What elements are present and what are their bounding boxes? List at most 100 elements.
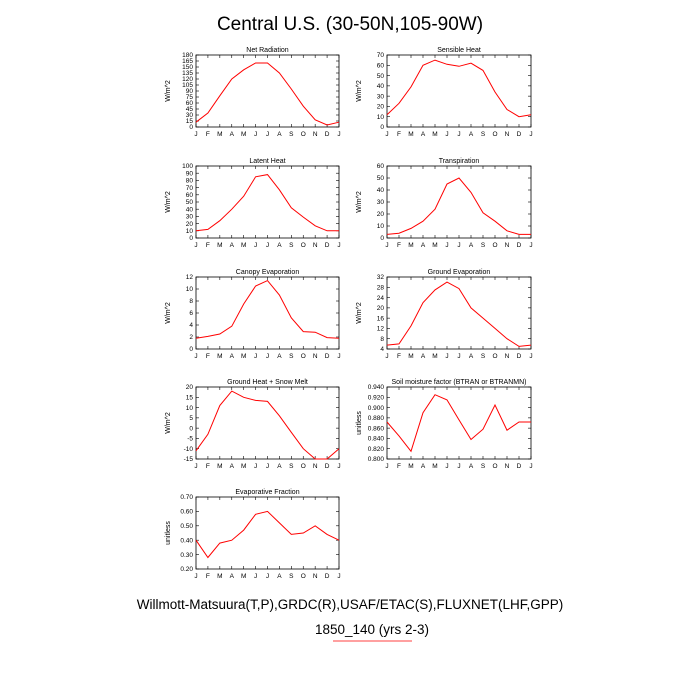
x-tick-label: F	[206, 353, 210, 360]
x-tick-label: A	[421, 353, 426, 360]
y-tick-label: 0.60	[180, 509, 193, 516]
x-tick-label: J	[337, 353, 340, 360]
series-line	[195, 174, 339, 232]
y-tick-label: 5	[189, 415, 193, 422]
panel-title: Evaporative Fraction	[235, 489, 299, 496]
panel-title: Net Radiation	[246, 47, 289, 54]
x-tick-label: F	[206, 463, 210, 470]
y-tick-label: 20	[377, 211, 385, 218]
panel-title: Transpiration	[439, 158, 480, 165]
y-tick-label: 150	[182, 64, 193, 71]
x-tick-label: N	[505, 242, 510, 249]
x-tick-label: J	[266, 242, 269, 249]
x-tick-label: O	[301, 353, 306, 360]
series-line	[195, 510, 340, 559]
panel-title: Sensible Heat	[437, 47, 481, 54]
x-tick-label: A	[277, 463, 282, 470]
x-tick-label: J	[266, 353, 269, 360]
x-tick-label: N	[313, 353, 318, 360]
panel-title: Latent Heat	[249, 158, 285, 165]
y-tick-label: 0	[189, 346, 193, 353]
x-tick-label: S	[289, 463, 294, 470]
y-tick-label: 0.880	[368, 415, 385, 422]
x-tick-label: J	[385, 242, 388, 249]
y-tick-label: 10	[186, 286, 194, 293]
y-tick-label: 0.900	[368, 405, 385, 412]
series-line	[386, 177, 531, 235]
y-tick-label: 10	[186, 228, 194, 235]
x-tick-label: F	[206, 242, 210, 249]
figure-title: Central U.S. (30-50N,105-90W)	[217, 14, 483, 35]
y-tick-label: 60	[377, 163, 385, 170]
panel-8: Soil moisture factor (BTRAN or BTRANMN) u…	[356, 379, 533, 470]
y-tick-label: 0.820	[368, 446, 385, 453]
y-tick-label: 20	[186, 221, 194, 228]
x-tick-label: O	[492, 463, 497, 470]
x-tick-label: S	[289, 353, 294, 360]
y-tick-label: 40	[377, 83, 385, 90]
x-tick-label: M	[432, 131, 437, 138]
footer-line-2: 1850_140 (yrs 2-3)	[315, 622, 429, 637]
y-tick-label: 50	[186, 199, 194, 206]
y-tick-label: 30	[186, 214, 194, 221]
y-tick-label: 12	[377, 326, 385, 333]
x-tick-label: J	[445, 131, 448, 138]
x-tick-label: D	[325, 353, 330, 360]
y-tick-label: 0.800	[368, 456, 385, 463]
y-tick-label: 75	[186, 94, 194, 101]
y-tick-label: 50	[377, 73, 385, 80]
y-tick-label: 60	[186, 100, 194, 107]
x-tick-label: J	[254, 242, 257, 249]
x-tick-label: J	[385, 131, 388, 138]
y-axis-label: W/m^2	[356, 302, 363, 324]
x-tick-label: N	[313, 242, 318, 249]
plot-frame	[195, 276, 340, 350]
x-tick-label: N	[313, 463, 318, 470]
x-tick-label: J	[337, 573, 340, 580]
x-tick-label: O	[492, 353, 497, 360]
y-tick-label: 0	[380, 235, 384, 242]
y-tick-label: -15	[184, 456, 194, 463]
y-axis-label: W/m^2	[165, 412, 172, 434]
x-tick-label: D	[517, 131, 522, 138]
y-tick-label: 40	[377, 187, 385, 194]
y-tick-label: 16	[377, 315, 385, 322]
y-tick-label: 120	[182, 76, 193, 83]
x-tick-label: J	[457, 131, 460, 138]
x-tick-label: O	[301, 242, 306, 249]
panel-title: Soil moisture factor (BTRAN or BTRANMN)	[392, 379, 527, 386]
x-tick-label: M	[217, 131, 222, 138]
x-tick-label: N	[505, 463, 510, 470]
x-tick-label: J	[254, 573, 257, 580]
x-tick-label: J	[529, 131, 532, 138]
y-tick-label: 0	[189, 425, 193, 432]
x-tick-label: J	[445, 353, 448, 360]
x-tick-label: M	[217, 463, 222, 470]
y-tick-label: 10	[377, 114, 385, 121]
x-tick-label: A	[230, 131, 235, 138]
x-tick-label: J	[337, 242, 340, 249]
x-tick-label: O	[301, 463, 306, 470]
x-tick-label: D	[325, 242, 330, 249]
x-tick-label: A	[277, 242, 282, 249]
y-tick-label: 0.50	[180, 523, 193, 530]
series-line	[386, 281, 532, 347]
x-tick-label: S	[289, 131, 294, 138]
y-tick-label: 4	[189, 322, 193, 329]
x-tick-label: S	[481, 131, 486, 138]
y-tick-label: 60	[377, 62, 385, 69]
x-tick-label: A	[277, 573, 282, 580]
y-tick-label: 105	[182, 82, 193, 89]
y-tick-label: 0	[380, 124, 384, 131]
y-tick-label: 0.920	[368, 394, 385, 401]
x-tick-label: M	[432, 353, 437, 360]
x-tick-label: S	[481, 463, 486, 470]
x-tick-label: M	[241, 463, 246, 470]
y-tick-label: 0.40	[180, 537, 193, 544]
x-tick-label: J	[457, 242, 460, 249]
y-axis-label: W/m^2	[165, 191, 172, 213]
x-tick-label: J	[254, 131, 257, 138]
series-line	[386, 394, 531, 453]
